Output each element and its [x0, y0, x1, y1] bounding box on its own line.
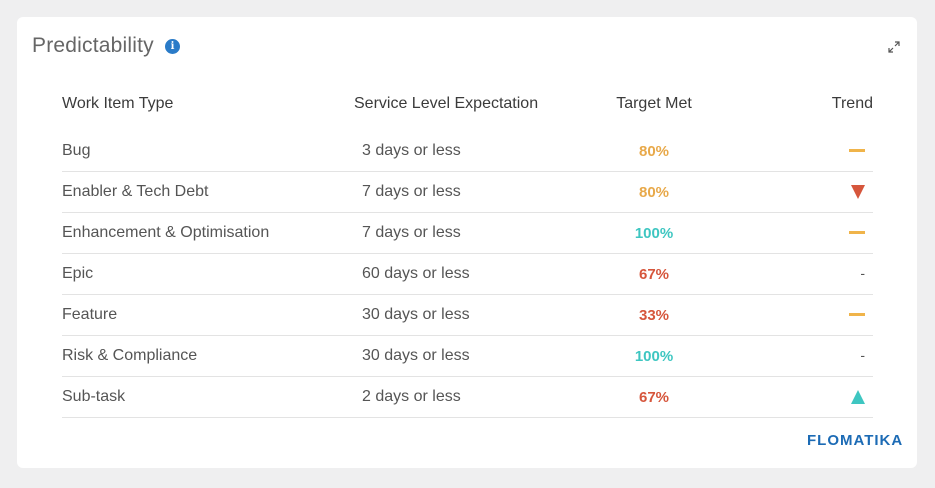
- target-met-cell: 33%: [564, 294, 744, 336]
- work-item-type-cell: Risk & Compliance: [62, 335, 354, 377]
- trend-none-text: -: [860, 265, 865, 281]
- table-row: Enabler & Tech Debt 7 days or less 80%: [62, 171, 873, 213]
- trend-cell: [744, 294, 873, 336]
- trend-cell: [744, 376, 873, 418]
- expand-icon[interactable]: [888, 41, 900, 53]
- predictability-table: Work Item Type Service Level Expectation…: [62, 89, 873, 418]
- sle-cell: 7 days or less: [354, 171, 564, 213]
- target-met-cell: 100%: [564, 335, 744, 377]
- sle-cell: 7 days or less: [354, 212, 564, 254]
- trend-cell: [744, 212, 873, 254]
- widget-title: Predictability: [32, 34, 154, 57]
- work-item-type-cell: Feature: [62, 294, 354, 336]
- target-met-cell: 80%: [564, 171, 744, 213]
- target-met-cell: 67%: [564, 376, 744, 418]
- sle-cell: 60 days or less: [354, 253, 564, 295]
- trend-flat-icon: [849, 149, 865, 153]
- trend-cell: [744, 131, 873, 172]
- target-met-cell: 100%: [564, 212, 744, 254]
- sle-cell: 30 days or less: [354, 294, 564, 336]
- header-work-item-type: Work Item Type: [62, 95, 174, 112]
- trend-cell: [744, 171, 873, 213]
- sle-cell: 2 days or less: [354, 376, 564, 418]
- target-met-cell: 80%: [564, 131, 744, 172]
- table-row: Bug 3 days or less 80%: [62, 131, 873, 172]
- trend-flat-icon: [849, 231, 865, 235]
- trend-none-text: -: [860, 347, 865, 363]
- trend-cell: -: [744, 253, 873, 295]
- info-icon[interactable]: i: [165, 39, 180, 54]
- target-met-cell: 67%: [564, 253, 744, 295]
- header-service-level-expectation: Service Level Expectation: [354, 95, 539, 112]
- work-item-type-cell: Sub-task: [62, 376, 354, 418]
- work-item-type-cell: Enhancement & Optimisation: [62, 212, 354, 254]
- header-trend: Trend: [831, 95, 873, 112]
- work-item-type-cell: Enabler & Tech Debt: [62, 171, 354, 213]
- trend-flat-icon: [849, 313, 865, 317]
- predictability-card: Predictability i Work Item Type Service …: [17, 17, 917, 468]
- table-row: Risk & Compliance 30 days or less 100% -: [62, 335, 873, 377]
- sle-cell: 3 days or less: [354, 131, 564, 172]
- flomatika-logo: FLOMATIKA: [807, 432, 904, 449]
- table-header-row: Work Item Type Service Level Expectation…: [62, 89, 873, 131]
- trend-up-icon: [851, 389, 865, 404]
- table-row: Enhancement & Optimisation 7 days or less…: [62, 212, 873, 254]
- table-row: Sub-task 2 days or less 67%: [62, 376, 873, 418]
- work-item-type-cell: Bug: [62, 131, 354, 172]
- table-row: Feature 30 days or less 33%: [62, 294, 873, 336]
- sle-cell: 30 days or less: [354, 335, 564, 377]
- trend-cell: -: [744, 335, 873, 377]
- trend-down-icon: [851, 184, 865, 199]
- work-item-type-cell: Epic: [62, 253, 354, 295]
- header-target-met: Target Met: [616, 95, 692, 112]
- table-row: Epic 60 days or less 67% -: [62, 253, 873, 295]
